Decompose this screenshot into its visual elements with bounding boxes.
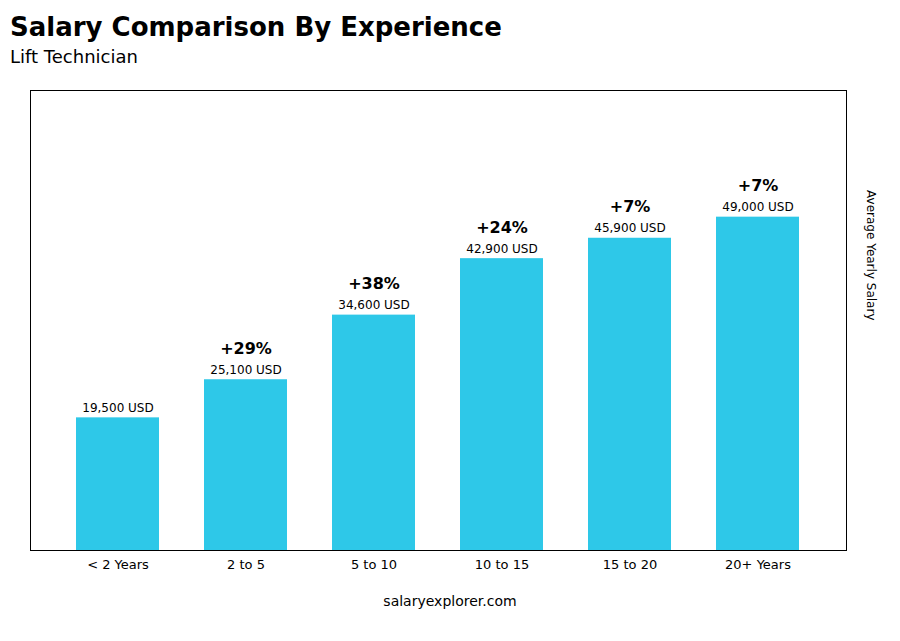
svg-text:2 to 5: 2 to 5 [227, 557, 265, 572]
svg-text:+38%: +38% [348, 274, 400, 293]
svg-text:< 2 Years: < 2 Years [87, 557, 149, 572]
svg-text:+24%: +24% [476, 218, 528, 237]
svg-text:10 to 15: 10 to 15 [475, 557, 529, 572]
svg-text:45,900 USD: 45,900 USD [594, 221, 665, 235]
svg-text:34,600 USD: 34,600 USD [338, 298, 409, 312]
svg-text:+7%: +7% [610, 197, 651, 216]
svg-text:+7%: +7% [738, 176, 779, 195]
svg-text:42,900 USD: 42,900 USD [466, 242, 537, 256]
html-text:Lift Technician: Lift Technician [10, 46, 138, 67]
svg-text:49,000 USD: 49,000 USD [722, 200, 793, 214]
svg-text:25,100 USD: 25,100 USD [210, 363, 281, 377]
html-text:salaryexplorer.com: salaryexplorer.com [383, 593, 517, 609]
svg-text:19,500 USD: 19,500 USD [82, 401, 153, 415]
html-text:Salary Comparison By Experienc: Salary Comparison By Experience [10, 12, 502, 42]
svg-text:15 to 20: 15 to 20 [603, 557, 657, 572]
svg-text:Average Yearly Salary: Average Yearly Salary [864, 190, 878, 320]
svg-text:+29%: +29% [220, 339, 272, 358]
svg-text:20+ Years: 20+ Years [725, 557, 791, 572]
svg-text:5 to 10: 5 to 10 [351, 557, 397, 572]
